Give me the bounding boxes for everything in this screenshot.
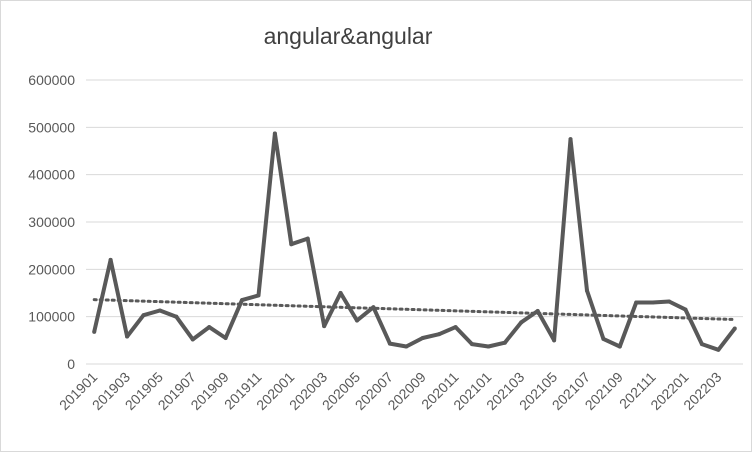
- data-point: [371, 305, 376, 310]
- series-group: [92, 131, 737, 352]
- data-point: [683, 307, 688, 312]
- data-point: [535, 308, 540, 313]
- chart-title: angular&angular: [264, 23, 433, 49]
- data-point: [355, 318, 360, 323]
- gridlines: [86, 79, 743, 365]
- data-point: [289, 242, 294, 247]
- data-point: [469, 342, 474, 347]
- data-point: [92, 329, 97, 334]
- data-point: [617, 344, 622, 349]
- trendline-path: [92, 298, 737, 322]
- data-point: [519, 320, 524, 325]
- data-point: [650, 300, 655, 305]
- data-point: [387, 341, 392, 346]
- data-point: [240, 298, 245, 303]
- data-point: [125, 334, 130, 339]
- y-tick-label: 400000: [28, 167, 75, 183]
- data-point: [338, 291, 343, 295]
- y-tick-label: 0: [67, 356, 75, 372]
- data-point: [404, 344, 409, 349]
- y-axis: 0 100000 200000 300000 400000 500000 600000: [28, 72, 75, 372]
- data-point: [256, 293, 261, 298]
- data-point: [732, 326, 737, 331]
- data-point: [108, 257, 113, 262]
- data-point: [486, 344, 491, 349]
- y-tick-label: 500000: [28, 119, 75, 135]
- data-point: [437, 332, 442, 337]
- data-point: [699, 342, 704, 347]
- x-axis: 2019012019032019052019072019092019112020…: [56, 369, 725, 413]
- data-point: [174, 314, 179, 319]
- data-point: [568, 137, 573, 142]
- y-tick-label: 200000: [28, 261, 75, 277]
- data-point: [223, 335, 228, 340]
- data-point: [453, 325, 458, 330]
- data-point: [190, 337, 195, 342]
- y-tick-label: 300000: [28, 214, 75, 230]
- data-point: [552, 338, 557, 343]
- data-point: [272, 131, 277, 136]
- data-point: [716, 347, 721, 352]
- data-point: [322, 324, 327, 329]
- data-point: [207, 325, 212, 330]
- y-tick-label: 600000: [28, 72, 75, 88]
- data-point: [584, 288, 589, 293]
- data-point: [502, 340, 507, 345]
- data-point: [420, 335, 425, 340]
- data-point: [157, 308, 162, 313]
- series-line: [92, 131, 737, 352]
- data-point: [601, 336, 606, 341]
- trendline: [92, 298, 737, 322]
- data-point: [634, 300, 639, 305]
- data-point: [667, 299, 672, 304]
- y-tick-label: 100000: [28, 309, 75, 325]
- data-point: [305, 236, 310, 241]
- data-point: [141, 313, 146, 318]
